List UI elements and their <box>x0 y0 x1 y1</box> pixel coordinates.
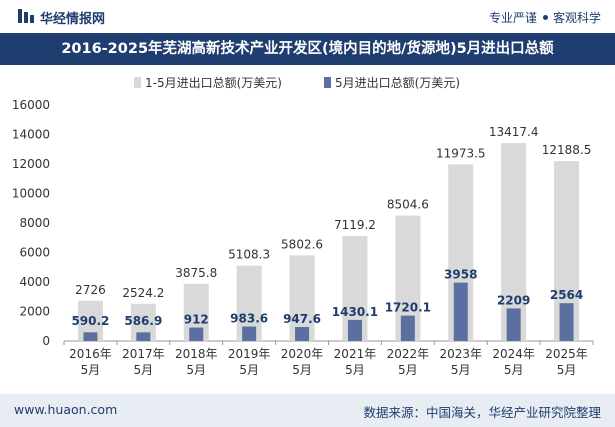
y-tick-label: 4000 <box>19 275 50 289</box>
y-tick-label: 16000 <box>12 98 50 112</box>
slogan: 专业严谨 客观科学 <box>489 9 601 26</box>
bar-series2-5 <box>295 327 310 341</box>
x-tick-label: 2016年 <box>69 347 112 361</box>
bar-series2-7 <box>400 315 415 341</box>
x-tick-label: 5月 <box>398 363 418 377</box>
y-tick-label: 2000 <box>19 305 50 319</box>
bar-chart: 1-5月进出口总额(万美元) 5月进出口总额(万美元) 0 2000 4000 6000 8… <box>12 76 594 377</box>
bar-series2-8 <box>453 282 468 341</box>
brand-name: 华经情报网 <box>40 12 106 27</box>
bar-series2-4 <box>242 326 257 341</box>
x-tick-label: 2022年 <box>387 347 430 361</box>
data-label-series1-3: 3875.8 <box>175 266 217 280</box>
slogan-dot-icon <box>542 15 548 20</box>
bar-series2-9 <box>506 308 521 341</box>
x-tick-label: 5月 <box>345 363 365 377</box>
slogan-left: 专业严谨 <box>488 11 537 25</box>
footer-bar: www.huaon.com 数据来源：中国海关，华经产业研究院整理 <box>0 394 615 427</box>
data-label-series2-10: 2564 <box>550 288 583 302</box>
title-bar: 2016-2025年芜湖高新技术产业开发区(境内目的地/货源地)5月进出口总额 <box>0 33 615 65</box>
bar-series2-1 <box>83 332 98 341</box>
data-label-series1-2: 2524.2 <box>122 286 164 300</box>
bar-series2-6 <box>347 319 362 341</box>
x-tick-label: 5月 <box>292 363 312 377</box>
brand-logo-icon <box>18 9 34 23</box>
data-label-series2-5: 947.6 <box>283 312 321 326</box>
data-label-series1-4: 5108.3 <box>228 248 270 262</box>
footer-website: www.huaon.com <box>14 402 118 417</box>
data-label-series2-2: 586.9 <box>124 314 162 328</box>
legend-label-2: 5月进出口总额(万美元) <box>335 76 460 90</box>
x-tick-label: 5月 <box>186 363 206 377</box>
data-label-series2-1: 590.2 <box>71 314 109 328</box>
x-tick-label: 5月 <box>134 363 154 377</box>
y-tick-label: 14000 <box>12 128 50 142</box>
y-tick-label: 12000 <box>12 157 50 171</box>
slogan-right: 客观科学 <box>552 11 601 25</box>
data-label-series1-7: 8504.6 <box>387 198 429 212</box>
legend-label-1: 1-5月进出口总额(万美元) <box>145 76 282 90</box>
data-label-series2-7: 1720.1 <box>385 301 431 315</box>
legend-swatch-1 <box>134 77 141 88</box>
y-tick-label: 6000 <box>19 246 50 260</box>
x-tick-label: 2017年 <box>122 347 165 361</box>
legend-swatch-2 <box>324 77 331 88</box>
x-tick-label: 2024年 <box>492 347 535 361</box>
data-label-series1-10: 12188.5 <box>542 143 592 157</box>
bar-series2-10 <box>559 303 574 341</box>
bar-series1-9 <box>501 143 527 341</box>
footer-source: 数据来源：中国海关，华经产业研究院整理 <box>363 405 601 420</box>
bar-series2-2 <box>136 332 151 341</box>
x-tick-label: 2019年 <box>228 347 271 361</box>
x-tick-label: 5月 <box>504 363 524 377</box>
y-tick-label: 10000 <box>12 187 50 201</box>
chart-title: 2016-2025年芜湖高新技术产业开发区(境内目的地/货源地)5月进出口总额 <box>61 41 554 57</box>
header-bar: 华经情报网 专业严谨 客观科学 <box>0 0 615 33</box>
y-tick-label: 8000 <box>19 216 50 230</box>
x-tick-label: 2020年 <box>281 347 324 361</box>
x-tick-label: 5月 <box>239 363 259 377</box>
data-label-series1-9: 13417.4 <box>489 125 539 139</box>
data-label-series2-9: 2209 <box>497 293 530 307</box>
x-tick-label: 2023年 <box>439 347 482 361</box>
data-label-series1-6: 7119.2 <box>334 218 376 232</box>
bar-series2-3 <box>189 327 204 341</box>
data-label-series2-8: 3958 <box>444 268 477 282</box>
y-tick-label: 0 <box>42 334 50 348</box>
x-tick-label: 2025年 <box>545 347 588 361</box>
data-label-series1-1: 2726 <box>75 283 106 297</box>
data-label-series1-8: 11973.5 <box>436 146 486 160</box>
data-label-series1-5: 5802.6 <box>281 237 323 251</box>
data-label-series2-6: 1430.1 <box>332 305 378 319</box>
data-label-series2-3: 912 <box>184 313 209 327</box>
x-tick-label: 2018年 <box>175 347 218 361</box>
x-tick-label: 5月 <box>451 363 471 377</box>
x-tick-label: 5月 <box>557 363 577 377</box>
bar-series1-5 <box>289 255 315 341</box>
data-label-series2-4: 983.6 <box>230 311 268 325</box>
x-tick-label: 2021年 <box>334 347 377 361</box>
x-tick-label: 5月 <box>81 363 101 377</box>
